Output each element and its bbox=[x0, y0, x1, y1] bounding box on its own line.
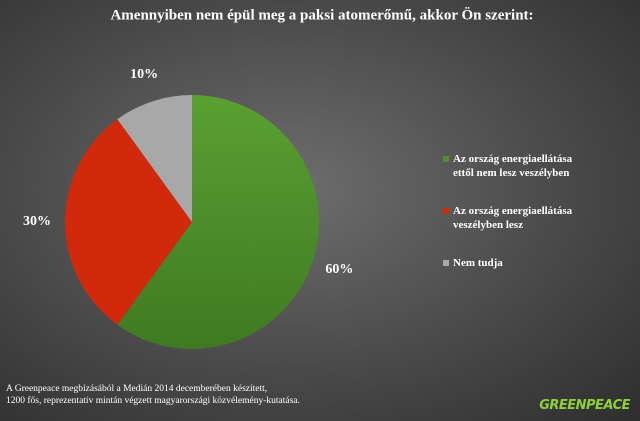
pie-slice bbox=[64, 119, 192, 325]
logo: GREENPEACE bbox=[539, 398, 630, 413]
legend: Az ország energiaellátása ettől nem lesz… bbox=[443, 152, 593, 308]
legend-item: Az ország energiaellátása veszélyben les… bbox=[443, 204, 593, 256]
legend-swatch bbox=[443, 156, 449, 162]
data-label: 60% bbox=[325, 262, 353, 277]
data-label: 30% bbox=[23, 214, 51, 229]
chart-title: Amennyiben nem épül meg a paksi atomerőm… bbox=[110, 6, 533, 23]
data-label: 10% bbox=[130, 67, 158, 82]
legend-item: Az ország energiaellátása ettől nem lesz… bbox=[443, 152, 593, 204]
legend-swatch bbox=[443, 208, 449, 214]
pie-slice bbox=[117, 94, 320, 350]
footnote-line: 1200 fős, reprezentatív mintán végzett m… bbox=[6, 396, 300, 406]
footnote: A Greenpeace megbízásából a Medián 2014 … bbox=[6, 383, 300, 407]
legend-label: Az ország energiaellátása veszélyben les… bbox=[453, 205, 573, 231]
pie-slice bbox=[117, 95, 192, 222]
footnote-line: A Greenpeace megbízásából a Medián 2014 … bbox=[6, 384, 268, 394]
legend-label: Az ország energiaellátása ettől nem lesz… bbox=[453, 153, 573, 179]
legend-item: Nem tudja bbox=[443, 256, 593, 308]
legend-label: Nem tudja bbox=[453, 257, 503, 269]
legend-swatch bbox=[443, 260, 449, 266]
